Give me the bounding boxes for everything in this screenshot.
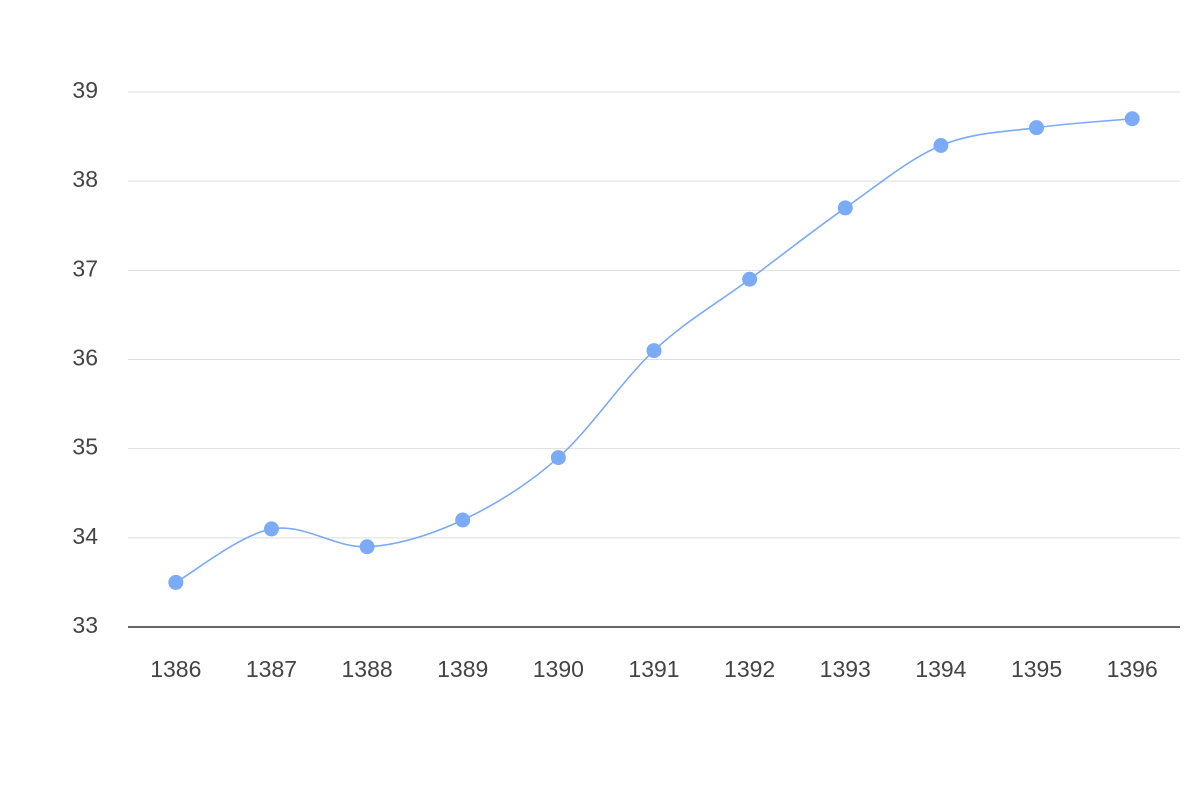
y-tick-label: 39 — [72, 77, 98, 103]
data-point — [646, 343, 662, 359]
data-point — [359, 539, 375, 555]
x-tick-label: 1391 — [628, 656, 679, 682]
x-tick-label: 1392 — [724, 656, 775, 682]
data-point — [1029, 120, 1045, 136]
line — [175, 117, 1133, 584]
data-point — [550, 450, 566, 466]
x-tick-label: 1388 — [342, 656, 393, 682]
x-tick-label: 1396 — [1107, 656, 1158, 682]
data-point — [455, 512, 471, 528]
data-point — [837, 200, 853, 216]
x-tick-label: 1393 — [820, 656, 871, 682]
y-tick-label: 36 — [72, 345, 98, 371]
y-tick-label: 37 — [72, 255, 98, 281]
data-point — [742, 271, 758, 287]
y-tick-label: 33 — [72, 612, 98, 638]
y-tick-label: 35 — [72, 434, 98, 460]
x-tick-label: 1389 — [437, 656, 488, 682]
data-point — [263, 521, 279, 537]
y-tick-label: 38 — [72, 166, 98, 192]
x-tick-label: 1395 — [1011, 656, 1062, 682]
x-tick-label: 1386 — [150, 656, 201, 682]
x-tick-label: 1387 — [246, 656, 297, 682]
data-point — [168, 574, 184, 590]
data-point — [1124, 111, 1140, 127]
y-tick-label: 34 — [72, 523, 98, 549]
x-tick-label: 1394 — [915, 656, 966, 682]
x-tick-label: 1390 — [533, 656, 584, 682]
data-point — [933, 138, 949, 153]
